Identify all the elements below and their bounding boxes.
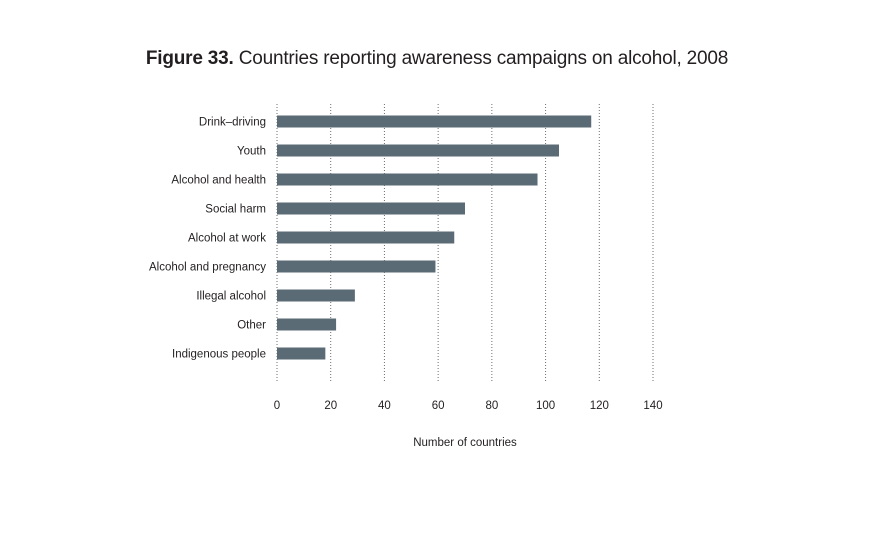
category-label: Youth xyxy=(237,146,266,158)
chart-title: Figure 33. Countries reporting awareness… xyxy=(0,48,874,70)
category-label: Drink–driving xyxy=(199,117,266,129)
bar xyxy=(277,231,455,244)
bar xyxy=(277,318,337,331)
bar xyxy=(277,202,465,215)
category-label: Illegal alcohol xyxy=(196,291,266,303)
bar xyxy=(277,173,538,186)
bar xyxy=(277,144,559,157)
x-axis-title: Number of countries xyxy=(413,437,517,449)
bar xyxy=(277,115,592,128)
figure-label: Figure 33. xyxy=(145,48,234,69)
category-label: Indigenous people xyxy=(172,349,266,361)
x-tick-label: 100 xyxy=(536,400,555,412)
category-label: Social harm xyxy=(205,204,266,216)
category-label: Alcohol and health xyxy=(171,175,266,187)
title-text: Countries reporting awareness campaigns … xyxy=(238,48,729,69)
category-label: Alcohol at work xyxy=(188,233,266,245)
category-label: Other xyxy=(237,320,266,332)
category-label: Alcohol and pregnancy xyxy=(149,262,266,274)
x-tick-label: 40 xyxy=(378,400,391,412)
x-tick-label: 120 xyxy=(590,400,609,412)
x-tick-label: 140 xyxy=(643,400,662,412)
x-tick-label: 60 xyxy=(432,400,445,412)
x-tick-label: 20 xyxy=(324,400,337,412)
bar xyxy=(277,260,436,273)
x-tick-label: 0 xyxy=(274,400,280,412)
x-tick-label: 80 xyxy=(485,400,498,412)
bar xyxy=(277,289,355,302)
bar xyxy=(277,347,326,360)
